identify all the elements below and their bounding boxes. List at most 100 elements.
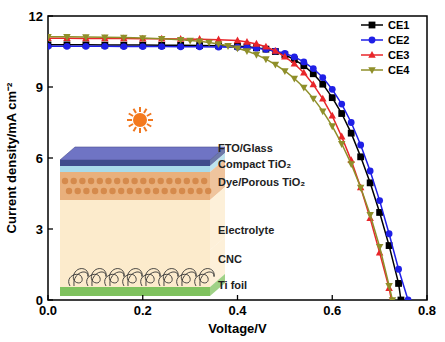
series-line <box>48 38 391 300</box>
legend-marker <box>369 37 376 44</box>
data-point <box>48 34 52 41</box>
x-tick-label: 0.2 <box>134 303 152 318</box>
layer <box>60 160 210 166</box>
tio2-particle <box>123 178 129 184</box>
layer <box>60 166 210 172</box>
data-point <box>262 43 269 50</box>
data-point <box>139 43 146 50</box>
layer <box>60 172 210 200</box>
data-point <box>101 43 108 50</box>
sun-ray <box>129 124 133 127</box>
data-point <box>234 45 241 52</box>
data-point <box>329 86 336 93</box>
tio2-particle <box>144 188 150 194</box>
data-point <box>101 35 108 42</box>
tio2-particle <box>158 178 164 184</box>
y-axis-title: Current density/mA cm⁻² <box>4 82 19 234</box>
data-point <box>338 101 345 108</box>
data-point <box>395 280 402 287</box>
y-tick <box>48 86 53 87</box>
tio2-particle <box>97 178 103 184</box>
chart: FTO/GlassCompact TiO₂Dye/Porous TiO₂Elec… <box>0 0 445 342</box>
data-point <box>367 168 374 175</box>
data-point <box>177 37 184 44</box>
x-tick-label: 0.8 <box>418 303 436 318</box>
data-point <box>389 297 396 300</box>
data-point <box>177 43 184 50</box>
data-point <box>196 39 203 46</box>
cnc-coil <box>105 269 125 286</box>
tio2-particle <box>196 188 202 194</box>
data-point <box>348 130 355 137</box>
tio2-particle <box>184 178 190 184</box>
annotation: Ti foil <box>218 279 247 291</box>
layer <box>60 200 210 250</box>
sun-ray <box>139 128 141 133</box>
tio2-particle <box>188 188 194 194</box>
data-point <box>243 48 250 55</box>
series-line <box>48 37 392 300</box>
tio2-particle <box>175 178 181 184</box>
data-point <box>376 197 383 204</box>
x-tick <box>426 295 427 300</box>
legend-marker <box>368 51 375 58</box>
data-point <box>300 59 307 66</box>
tio2-particle <box>192 178 198 184</box>
annotation: CNC <box>218 253 242 265</box>
data-point <box>64 43 71 50</box>
x-tick-label: 0.6 <box>323 303 341 318</box>
y-tick-label: 9 <box>36 80 43 95</box>
annotation: FTO/Glass <box>218 142 273 154</box>
data-point <box>186 38 193 45</box>
data-point <box>319 95 326 102</box>
x-tick <box>47 295 48 300</box>
data-point <box>291 60 298 67</box>
tio2-particle <box>153 188 159 194</box>
cnc-coil <box>195 269 215 286</box>
legend-marker <box>368 67 375 74</box>
data-point <box>338 141 345 148</box>
tio2-particle <box>88 178 94 184</box>
x-tick <box>237 295 238 300</box>
y-tick <box>48 228 53 229</box>
x-tick-label: 0.4 <box>228 303 247 318</box>
data-point <box>357 142 364 149</box>
x-axis-title: Voltage/V <box>208 321 267 336</box>
data-point <box>376 244 383 251</box>
tio2-particle <box>135 188 141 194</box>
tio2-particle <box>162 188 168 194</box>
inset-diagram: FTO/GlassCompact TiO₂Dye/Porous TiO₂Elec… <box>60 107 305 296</box>
data-point <box>310 65 317 72</box>
legend-label: CE1 <box>388 19 409 31</box>
legend-marker <box>369 22 376 29</box>
layer <box>60 287 210 296</box>
sun-ray <box>144 109 147 113</box>
legend: CE1CE2CE3CE4 <box>361 19 410 76</box>
data-point <box>243 38 250 45</box>
tio2-particle <box>131 178 137 184</box>
data-point <box>348 119 355 126</box>
sun-ray <box>134 109 137 113</box>
legend-label: CE2 <box>388 34 409 46</box>
data-point <box>272 47 279 54</box>
data-point <box>319 74 326 81</box>
data-point <box>272 62 279 69</box>
data-point <box>291 54 298 61</box>
layer <box>60 250 210 287</box>
y-tick-label: 6 <box>36 151 43 166</box>
tio2-particle <box>75 188 81 194</box>
sun <box>133 113 147 127</box>
tio2-particle <box>201 178 207 184</box>
cnc-coil <box>177 269 197 286</box>
data-point <box>357 153 364 160</box>
data-point <box>63 34 70 41</box>
legend-label: CE3 <box>388 49 409 61</box>
inset-bounds <box>60 147 225 296</box>
data-point <box>281 53 288 60</box>
tio2-particle <box>62 178 68 184</box>
data-point <box>300 69 307 76</box>
series-line <box>48 46 408 300</box>
tio2-particle <box>92 188 98 194</box>
data-point <box>83 43 90 50</box>
data-point <box>253 40 260 47</box>
